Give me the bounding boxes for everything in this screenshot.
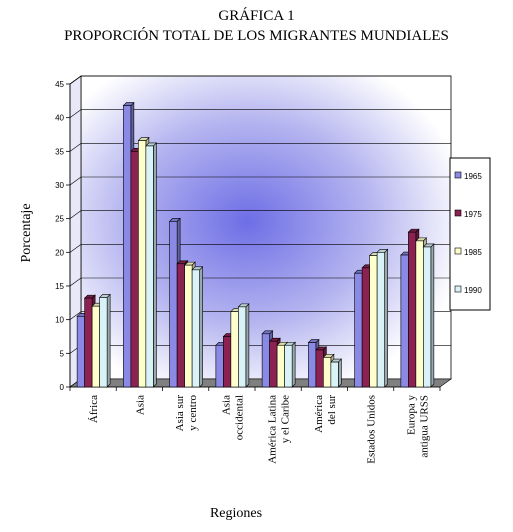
bar-front [215, 344, 224, 388]
bar-front [323, 357, 332, 388]
legend-item-label: 1965 [464, 172, 482, 181]
bar-side [430, 243, 435, 388]
bar-front [408, 231, 417, 388]
bar [330, 358, 343, 388]
bar-side [199, 266, 203, 388]
chart-title-line1: GRÁFICA 1 [218, 8, 295, 24]
gridline-side [69, 143, 82, 152]
x-axis-title: Regiones [210, 506, 262, 521]
x-category-label: África [88, 395, 100, 423]
bar-side [338, 358, 342, 388]
gridline-side [69, 176, 82, 186]
bar-front [184, 264, 193, 388]
legend-item-label: 1975 [464, 210, 482, 219]
x-category-label: Estados Unidos [366, 395, 378, 464]
bar-front [76, 315, 85, 388]
y-tick-label: 35 [55, 147, 64, 156]
legend-swatch [454, 171, 462, 179]
chart-title-line2: PROPORCIÓN TOTAL DE LOS MIGRANTES MUNDIA… [64, 28, 449, 44]
bar [283, 341, 296, 388]
y-axis-title: Porcentaje [19, 203, 34, 262]
bar-front [361, 267, 370, 388]
bar-front [400, 254, 409, 388]
x-category-label: Europa y [405, 395, 417, 436]
gridline-side [69, 311, 82, 320]
y-tick-label: 5 [60, 349, 65, 358]
bar-front [276, 344, 285, 388]
bar-front [99, 297, 108, 388]
bar-front [138, 140, 147, 388]
bar-side [106, 293, 111, 388]
bar [191, 266, 204, 388]
legend-box [449, 157, 491, 311]
bar-side [245, 303, 250, 388]
gridline-side [69, 277, 82, 287]
bar-front [230, 311, 239, 388]
x-category-label: del sur [326, 395, 338, 425]
bar [98, 293, 111, 388]
bar [237, 303, 250, 388]
bar-front [330, 361, 339, 388]
bar-front [269, 340, 278, 388]
bar-front [308, 342, 317, 388]
gridline-side [69, 244, 82, 253]
bar-front [238, 306, 247, 388]
legend-item-label: 1990 [464, 286, 482, 295]
bar-side [153, 142, 157, 388]
bar-front [284, 344, 293, 388]
bar-front [369, 255, 378, 388]
x-category-label: Asia [134, 395, 146, 415]
x-category-label: Asia sur [174, 395, 186, 432]
y-tick-label: 10 [55, 316, 64, 325]
x-category-label: antigua URSS [418, 395, 430, 458]
bar-front [169, 221, 178, 388]
x-category-label: occidental [233, 395, 245, 440]
bar-front [423, 246, 432, 388]
bar-front [145, 145, 154, 388]
bar-side [291, 341, 296, 388]
bar-front [376, 252, 385, 388]
x-category-label: Asia [220, 395, 232, 415]
y-tick-label: 30 [55, 181, 64, 190]
bar-front [191, 269, 200, 388]
legend-swatch [454, 209, 462, 217]
bar-side [384, 248, 388, 388]
bar [376, 248, 389, 388]
x-category-label: y centro [187, 395, 199, 431]
y-tick-label: 0 [60, 383, 65, 392]
bar-front [176, 263, 185, 388]
x-category-label: América Latina [267, 395, 279, 464]
bar [422, 243, 435, 388]
bar-front [354, 272, 363, 388]
legend-swatch [454, 285, 462, 293]
bar-front [91, 305, 100, 388]
y-tick-label: 45 [55, 80, 64, 89]
gridline-side [69, 109, 82, 118]
bar-front [415, 240, 424, 388]
gridline-side [69, 210, 82, 219]
bar-front [315, 349, 324, 388]
bar [145, 142, 158, 388]
bar-front [130, 151, 139, 388]
bar-front [123, 105, 132, 388]
legend-item-label: 1985 [464, 248, 482, 257]
x-category-label: y el Caribe [280, 395, 292, 443]
legend-swatch [454, 247, 462, 255]
y-tick-label: 15 [55, 282, 64, 291]
bar-front [223, 336, 232, 388]
bar-front [84, 297, 93, 388]
gridline-side [69, 75, 82, 85]
y-tick-label: 20 [55, 248, 64, 257]
y-tick-label: 25 [55, 215, 64, 224]
bar-front [261, 333, 270, 388]
x-category-label: América [313, 395, 325, 433]
y-tick-label: 40 [55, 114, 64, 123]
